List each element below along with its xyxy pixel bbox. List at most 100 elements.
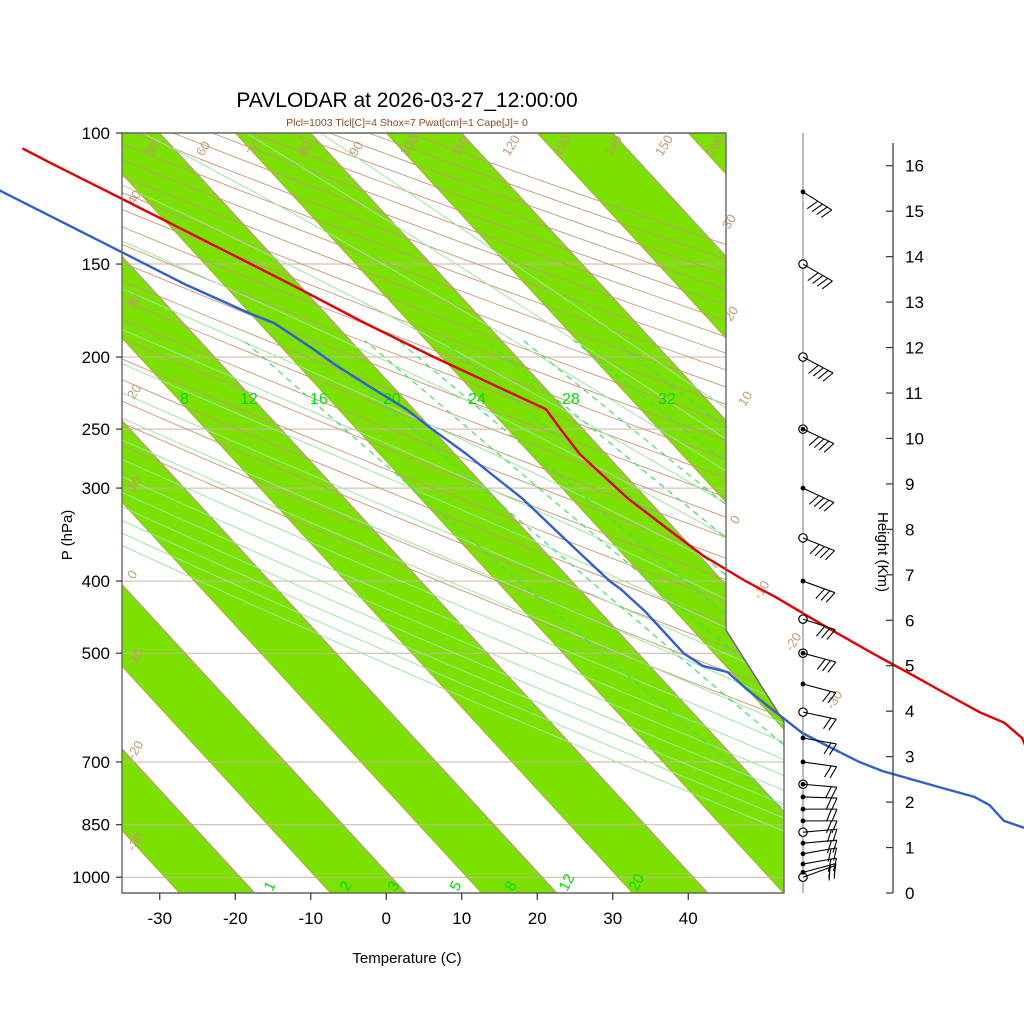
wind-barb-feather [824,765,832,778]
isotherm-line [122,133,558,893]
wind-barb [800,485,835,512]
height-tick-label: 12 [905,339,924,358]
moist-adiabat-line [122,133,784,893]
wind-barb-feather [833,863,837,877]
temperature-tick-label: -10 [298,909,323,928]
dewpoint-curve [0,189,1024,830]
wind-barb-feather [822,660,831,672]
wind-barb-feather [808,436,820,446]
isotherm-line [122,133,633,893]
wind-level-filled-marker [800,650,806,656]
temperature-axis: -30 -20 -10 0 10 20 30 40 [147,893,698,928]
wind-barb-feather [823,742,832,755]
wind-barb-feather [822,691,831,703]
moist-adiabat-line [122,133,784,893]
isotherm-line [122,133,709,893]
wind-barb-feather [829,743,837,756]
shade-band [235,133,784,893]
wind-barb-feather [808,364,819,374]
wind-barb-feather [808,495,820,505]
wind-barb-feather [806,200,819,210]
shade-band [122,133,784,893]
height-tick-label: 16 [905,157,924,176]
wind-barb-feather [812,275,824,284]
wind-barb-feather [827,661,837,673]
grid-label: 28 [562,391,580,408]
mixing-ratio-line [310,340,784,893]
moist-adiabat-line [122,133,784,893]
wind-level-open-marker [798,259,808,269]
wind-barb-feather [813,438,825,449]
wind-barb-profile [798,133,838,893]
grid-label: 8 [180,391,189,408]
wind-barb-feather [825,808,833,822]
isotherm-line [536,133,784,893]
wind-barb-feather [818,499,830,510]
dry-adiabat-line [122,133,784,893]
wind-barb-feather [829,766,838,779]
wind-barb-feather [827,692,837,704]
isotherm-line [122,133,784,893]
wind-barb [798,424,835,453]
dry-adiabat-line [122,133,784,893]
height-tick-label: 0 [905,884,914,903]
height-tick-label: 14 [905,248,924,267]
wind-barb-feather [809,544,820,555]
mixing-ratio-line [398,340,784,893]
height-tick-label: 5 [905,657,914,676]
y-axis-label: P (hPa) [59,510,76,561]
wind-barb-feather [815,625,826,637]
wind-barb-feather [828,718,837,731]
wind-barb [798,827,838,843]
isotherm-line [234,133,784,893]
wind-barb-feather [825,550,835,561]
wind-barb-feather [812,367,824,377]
moist-adiabat-line [122,133,784,893]
temperature-tick-label: 30 [603,909,622,928]
moist-adiabat-line [122,133,784,893]
height-tick-label: 4 [905,702,914,721]
wind-barb [800,857,838,872]
shade-band [122,133,406,893]
wind-barb-feather [832,840,838,853]
wind-barb-feather [831,808,838,822]
temperature-tick-label: 10 [452,909,471,928]
wind-barb-feather [823,502,835,512]
wind-barb [800,578,836,603]
isotherm-line [122,133,407,893]
wind-barb-feather [815,588,826,599]
wind-barb-feather [831,820,838,834]
dry-adiabat-line [122,133,784,893]
pressure-tick-label: 100 [82,124,110,143]
wind-barb [800,189,833,218]
wind-barb [800,863,837,878]
wind-barb-feather [823,717,832,730]
shade-band [122,133,708,893]
wind-barb-feather [817,277,829,287]
grid-label: 30 [719,211,739,231]
pressure-tick-label: 1000 [72,868,110,887]
grid-label: 32 [658,391,676,408]
wind-barb-feather [827,858,832,872]
moist-adiabat-line [122,133,784,893]
wind-barb-feather [818,440,830,451]
wind-barb-feather [827,848,832,862]
temperature-tick-label: -30 [147,909,172,928]
height-tick-label: 8 [905,520,914,539]
height-axis-label: Height (Km) [874,512,891,592]
wind-barb-feather [833,847,838,861]
wind-barb [798,352,834,382]
isotherm-line [122,133,256,893]
wind-barb-feather [814,546,825,557]
wind-barb-feather [813,497,825,507]
height-tick-label: 2 [905,793,914,812]
moist-adiabat-line [122,133,784,893]
grid-label: 10 [124,473,144,493]
isotherm-line [122,133,482,893]
wind-barb-feather [819,548,830,559]
x-axis-label: Temperature (C) [352,950,461,967]
moist-adiabat-line [122,133,784,893]
height-tick-label: 9 [905,475,914,494]
wind-barb-feather [830,786,838,799]
